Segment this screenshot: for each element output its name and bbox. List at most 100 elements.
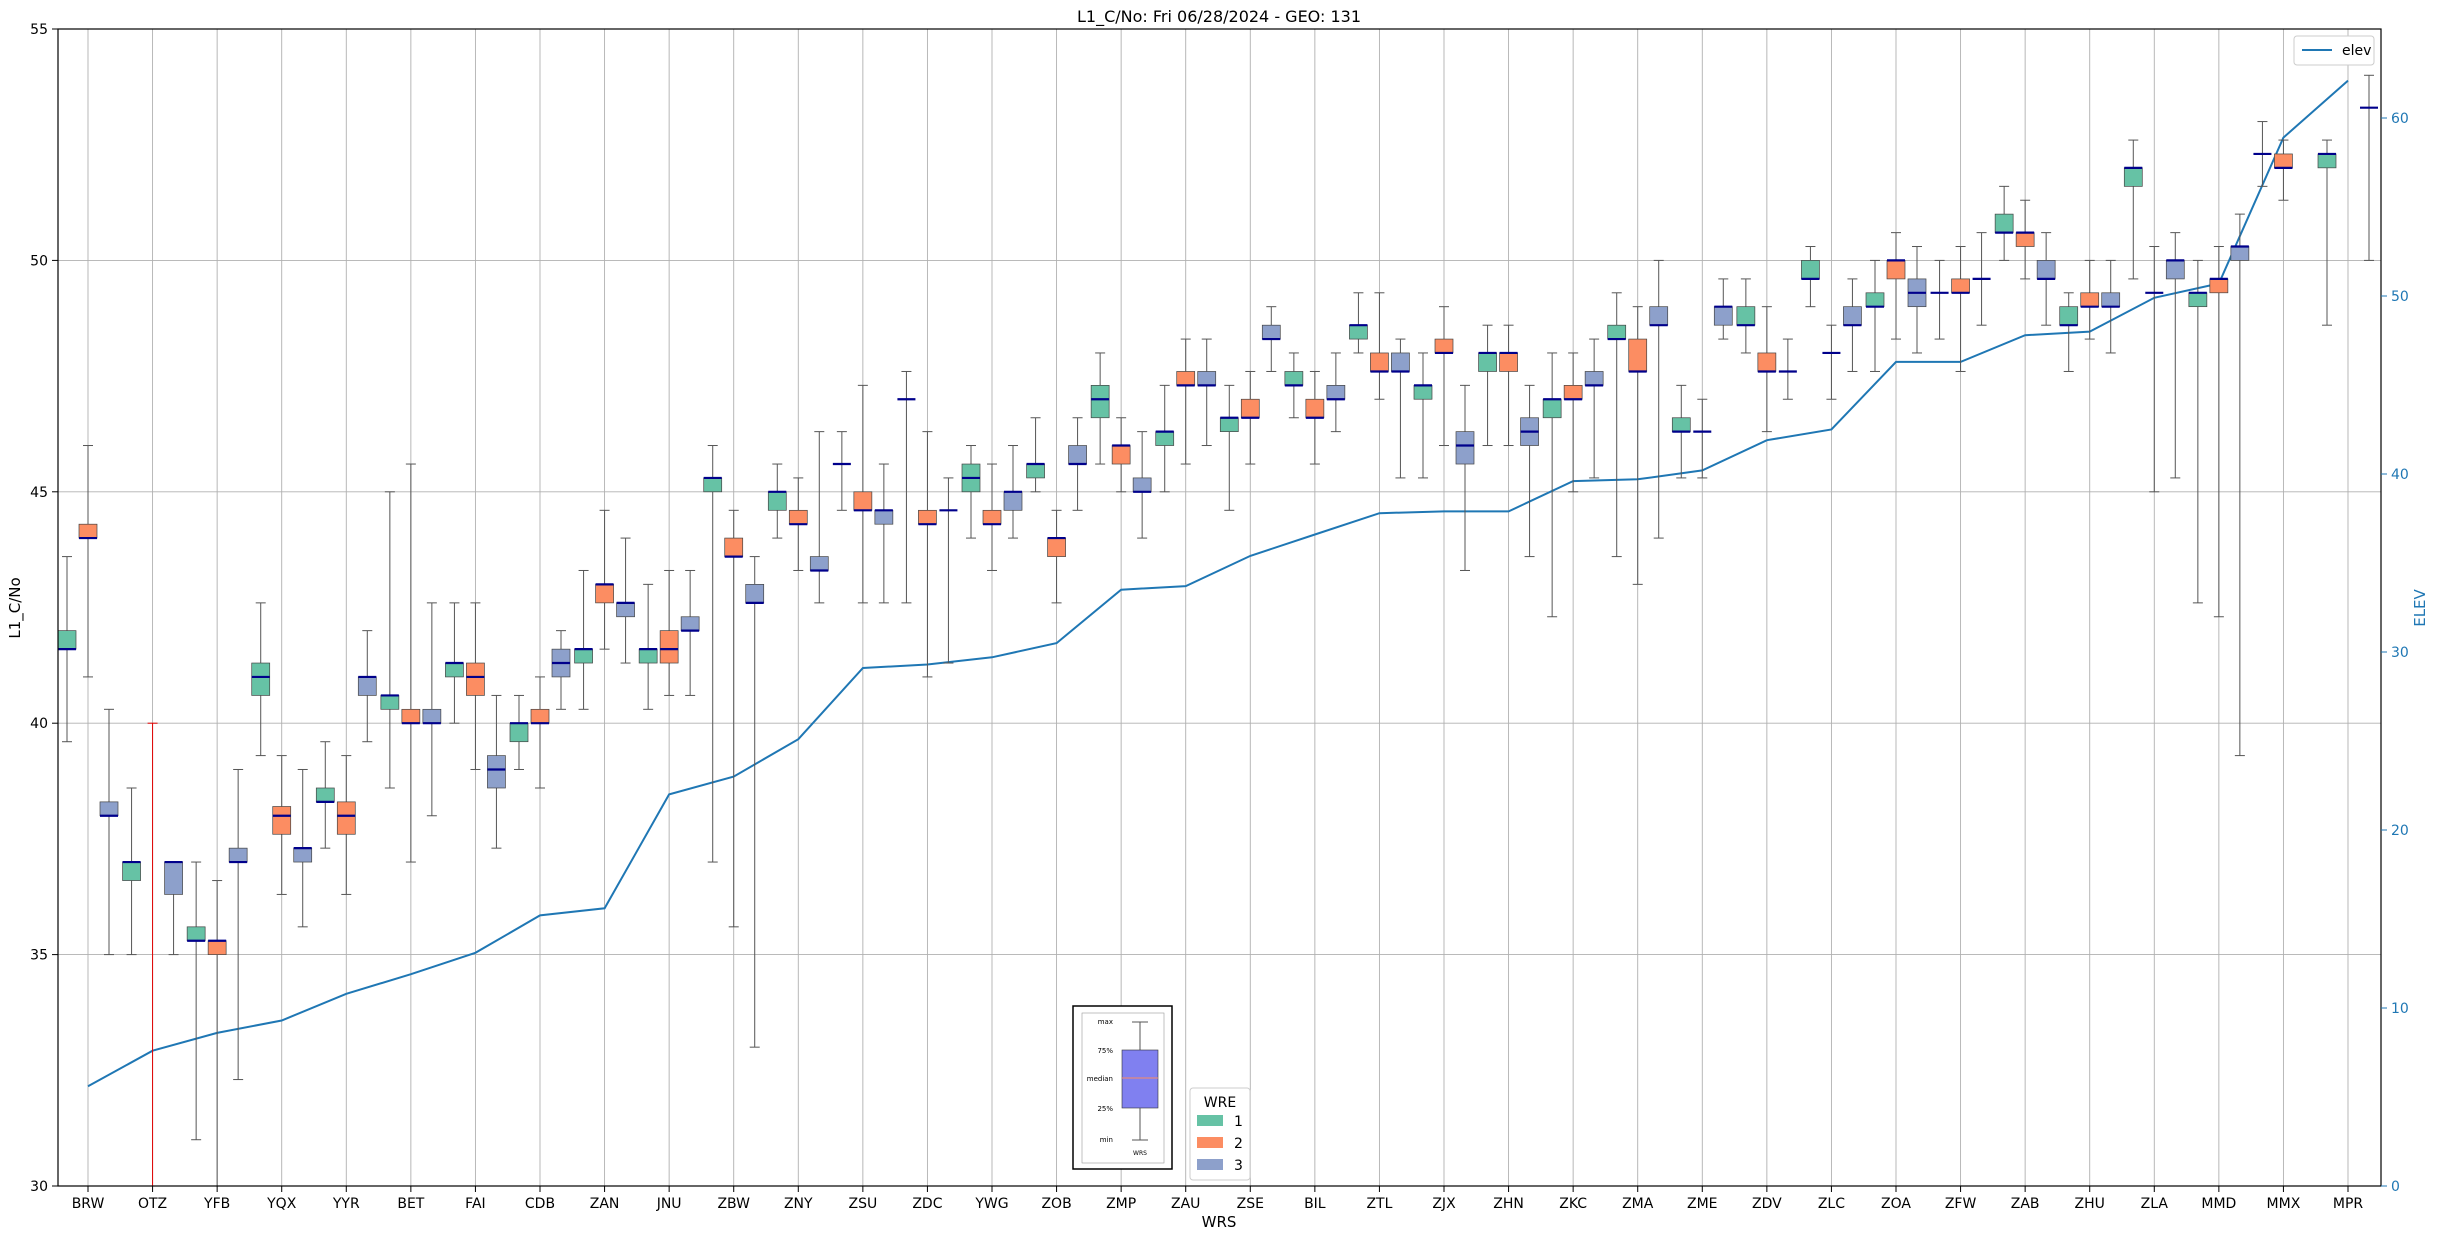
box-ZSE-wre1: [1219, 384, 1239, 511]
box-ZKC-wre2: [1563, 352, 1583, 493]
box-iqr: [2188, 292, 2208, 308]
y2-tick-label: 40: [2391, 467, 2409, 483]
box-iqr: [1584, 371, 1604, 386]
box-iqr: [1434, 338, 1454, 354]
box-ZLA-wre3: [2165, 232, 2185, 479]
x-tick-label: YYR: [332, 1196, 360, 1212]
box-iqr: [2274, 153, 2293, 169]
box-BRW-wre2: [78, 445, 98, 678]
box-ZNY-wre1: [767, 463, 787, 539]
box-ZAU-wre3: [1197, 338, 1217, 447]
elev-legend: elev: [2293, 35, 2375, 66]
box-ZDV-wre1: [1736, 278, 1756, 354]
boxplot-key-min: min: [1100, 1136, 1113, 1144]
box-CDB-wre1: [509, 694, 529, 770]
box-ZJX-wre3: [1455, 384, 1475, 571]
y2-tick-label: 0: [2391, 1179, 2400, 1195]
box-iqr: [1068, 445, 1087, 465]
box-ZDC-wre1: [897, 370, 916, 604]
box-iqr: [2209, 278, 2229, 294]
wre-legend-swatch-2: [1197, 1137, 1223, 1148]
box-iqr: [1563, 385, 1583, 400]
box-JNU-wre3: [680, 569, 700, 696]
box-CDB-wre2: [530, 676, 550, 789]
y-tick-label: 45: [30, 485, 48, 501]
x-tick-label: ZJX: [1432, 1196, 1456, 1212]
box-iqr: [57, 630, 77, 650]
box-ZOA-wre1: [1865, 259, 1885, 372]
box-ZDC-wre3: [939, 477, 958, 664]
box-iqr: [1349, 324, 1368, 340]
x-tick-label: ZLA: [2141, 1196, 2169, 1212]
box-ZLC-wre1: [1801, 246, 1820, 308]
box-FAI-wre3: [487, 694, 506, 849]
wre-legend-swatch-3: [1197, 1159, 1223, 1170]
box-JNU-wre1: [638, 583, 658, 710]
box-iqr: [186, 926, 206, 942]
boxplot-key-q3: 75%: [1097, 1047, 1113, 1055]
y2-tick-label: 50: [2391, 289, 2409, 305]
box-ZMP-wre2: [1111, 417, 1131, 493]
box-ZSU-wre3: [874, 463, 894, 604]
x-tick-label: FAI: [465, 1196, 485, 1212]
box-iqr: [1843, 306, 1862, 326]
x-tick-label: ZAU: [1171, 1196, 1200, 1212]
x-tick-label: BIL: [1304, 1196, 1326, 1212]
x-tick-label: BRW: [72, 1196, 105, 1212]
elev-line: [87, 79, 2349, 1088]
box-iqr: [1542, 398, 1562, 419]
y2-tick-label: 10: [2391, 1001, 2409, 1017]
box-iqr: [982, 509, 1002, 525]
box-YYR-wre1: [315, 741, 335, 849]
y-tick-label: 35: [30, 948, 48, 964]
box-iqr: [745, 584, 765, 604]
box-OTZ-wre2: [147, 722, 158, 1186]
y-tick-label: 50: [30, 253, 48, 269]
box-iqr: [1132, 477, 1152, 493]
x-tick-label: ZFW: [1945, 1196, 1977, 1212]
box-ZSE-wre3: [1261, 306, 1281, 372]
box-iqr: [422, 708, 442, 724]
y-tick-label: 30: [30, 1179, 48, 1195]
box-ZSE-wre2: [1240, 370, 1260, 465]
box-iqr: [853, 491, 873, 511]
box-iqr: [1455, 431, 1475, 465]
box-ZTL-wre2: [1370, 292, 1389, 400]
box-iqr: [2015, 232, 2035, 247]
box-ZMP-wre3: [1132, 431, 1152, 539]
box-BIL-wre2: [1305, 370, 1325, 465]
wre-legend-swatch-1: [1197, 1115, 1223, 1126]
box-YQX-wre2: [272, 755, 292, 895]
box-YWG-wre2: [982, 463, 1002, 571]
box-ZDV-wre2: [1757, 306, 1777, 433]
box-ZBW-wre2: [724, 509, 744, 928]
box-iqr: [164, 861, 183, 895]
box-iqr: [1305, 398, 1325, 419]
plot-frame: [57, 28, 2382, 1187]
box-iqr: [1261, 324, 1281, 340]
box-ZLA-wre1: [2123, 139, 2143, 280]
box-ZMP-wre1: [1090, 352, 1110, 465]
box-FAI-wre1: [445, 602, 464, 724]
wre-legend-label-1: 1: [1234, 1114, 1243, 1130]
x-tick-label: CDB: [525, 1196, 555, 1212]
wre-legend-label-2: 2: [1234, 1136, 1243, 1152]
box-iqr: [1757, 352, 1777, 372]
x-tick-label: ZMA: [1622, 1196, 1654, 1212]
box-iqr: [2036, 260, 2056, 280]
box-MMD-wre1: [2188, 259, 2208, 604]
box-iqr: [466, 662, 485, 696]
box-iqr: [574, 648, 593, 664]
box-iqr: [1176, 371, 1196, 386]
box-iqr: [1736, 306, 1756, 326]
x-tick-label: ZMP: [1106, 1196, 1136, 1212]
box-YFB-wre1: [186, 861, 206, 1141]
box-iqr: [2165, 260, 2185, 280]
box-iqr: [809, 556, 829, 571]
box-ZAN-wre3: [616, 537, 635, 664]
box-iqr: [1090, 385, 1110, 419]
y2-axis-label: ELEV: [2411, 588, 2429, 626]
boxplot-key-box: [1121, 1049, 1159, 1109]
box-BIL-wre1: [1284, 352, 1304, 419]
box-iqr: [680, 616, 700, 631]
